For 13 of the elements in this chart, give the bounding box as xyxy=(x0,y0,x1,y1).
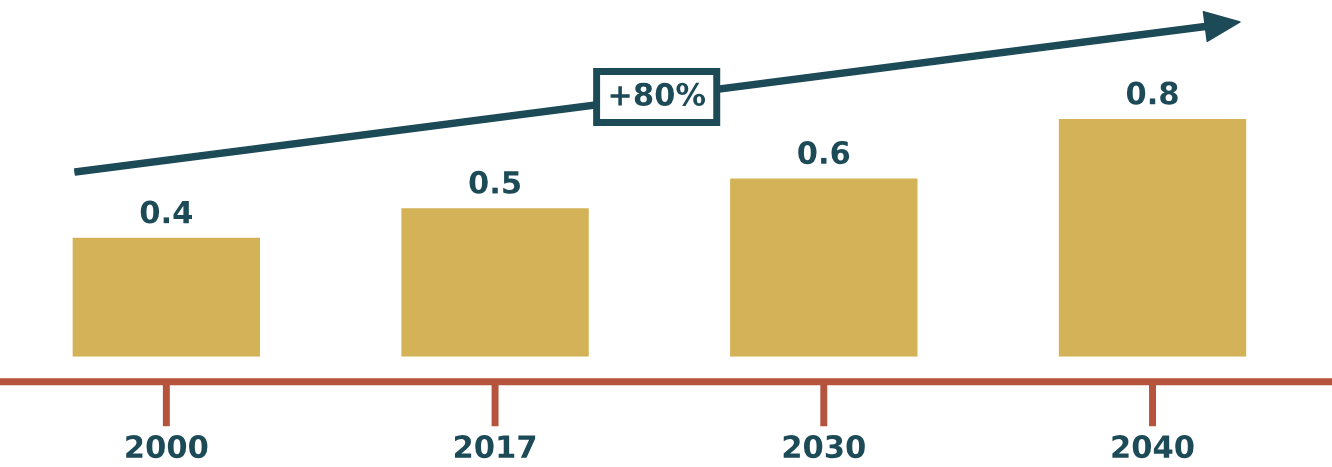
x-tick-label: 2040 xyxy=(1112,435,1194,459)
data-label: 0.5 xyxy=(469,170,520,194)
data-label: 0.4 xyxy=(140,200,192,224)
x-tick-label: 2000 xyxy=(126,435,208,459)
data-label: 0.8 xyxy=(1126,81,1178,105)
bar xyxy=(730,178,918,357)
bar xyxy=(1058,118,1247,357)
x-tick-label: 2017 xyxy=(454,435,536,459)
bar xyxy=(72,237,261,357)
bar xyxy=(401,208,589,357)
data-label: 0.6 xyxy=(798,141,850,165)
x-tick-label: 2030 xyxy=(783,435,865,459)
text: +80% xyxy=(610,82,706,106)
